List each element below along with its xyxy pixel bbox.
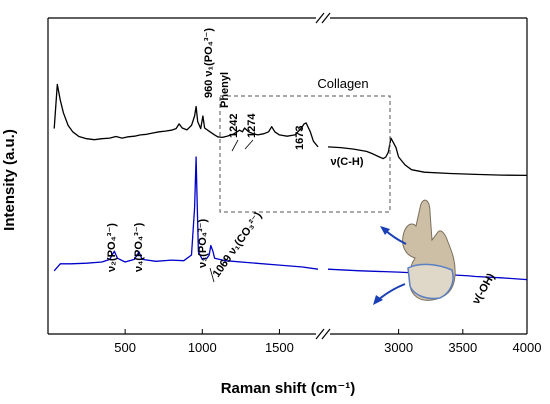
x-tick-label: 500: [114, 340, 136, 355]
peak-annotation: 1069 ν₁(CO₃²⁻): [211, 210, 265, 280]
series-layer: [53, 83, 528, 281]
peak-annotation: 1242: [228, 114, 240, 138]
x-tick-label: 3000: [384, 340, 413, 355]
series-line-2-segment-1: [53, 156, 319, 272]
x-tick-label: 1500: [265, 340, 294, 355]
arrow-to-black: [380, 226, 407, 245]
tick-layer: 500 1000 1500 3000 3500 4000: [114, 329, 541, 355]
axis-break-mark: [321, 328, 331, 340]
x-tick-label: 1000: [188, 340, 217, 355]
y-axis-title: Intensity (a.u.): [1, 129, 18, 231]
axis-break-mark: [321, 12, 331, 24]
x-tick-label: 4000: [513, 340, 542, 355]
x-axis-title: Raman shift (cm⁻¹): [221, 380, 356, 397]
annotation-leader: [244, 139, 254, 150]
series-line-1-segment-1: [53, 83, 319, 148]
peak-annotation: 960 ν₁(PO₄³⁻): [203, 28, 215, 98]
collagen-label: Collagen: [317, 76, 368, 91]
peak-annotation: ν₂(PO₄³⁻): [106, 223, 118, 272]
peak-annotation: 1274: [246, 113, 258, 138]
peak-annotation: 1673: [294, 126, 306, 150]
plot-frame: [47, 12, 528, 340]
tooth-image: [402, 199, 456, 301]
axis-break-mark: [315, 328, 325, 340]
peak-annotation: ν₃(PO₄³⁻): [197, 219, 209, 268]
peak-annotation: ν₄(PO₄³⁻): [133, 222, 145, 272]
axis-break-mark: [315, 12, 325, 24]
annotation-leader: [209, 267, 215, 283]
annotation-leader: [231, 139, 239, 152]
peak-annotation: ν(C-H): [331, 156, 364, 168]
arrow-to-blue: [373, 283, 406, 305]
series-line-1-segment-2: [327, 137, 528, 177]
x-tick-label: 3500: [448, 340, 477, 355]
peak-annotation: Phenyl: [219, 72, 231, 108]
collagen-box: [219, 95, 391, 213]
